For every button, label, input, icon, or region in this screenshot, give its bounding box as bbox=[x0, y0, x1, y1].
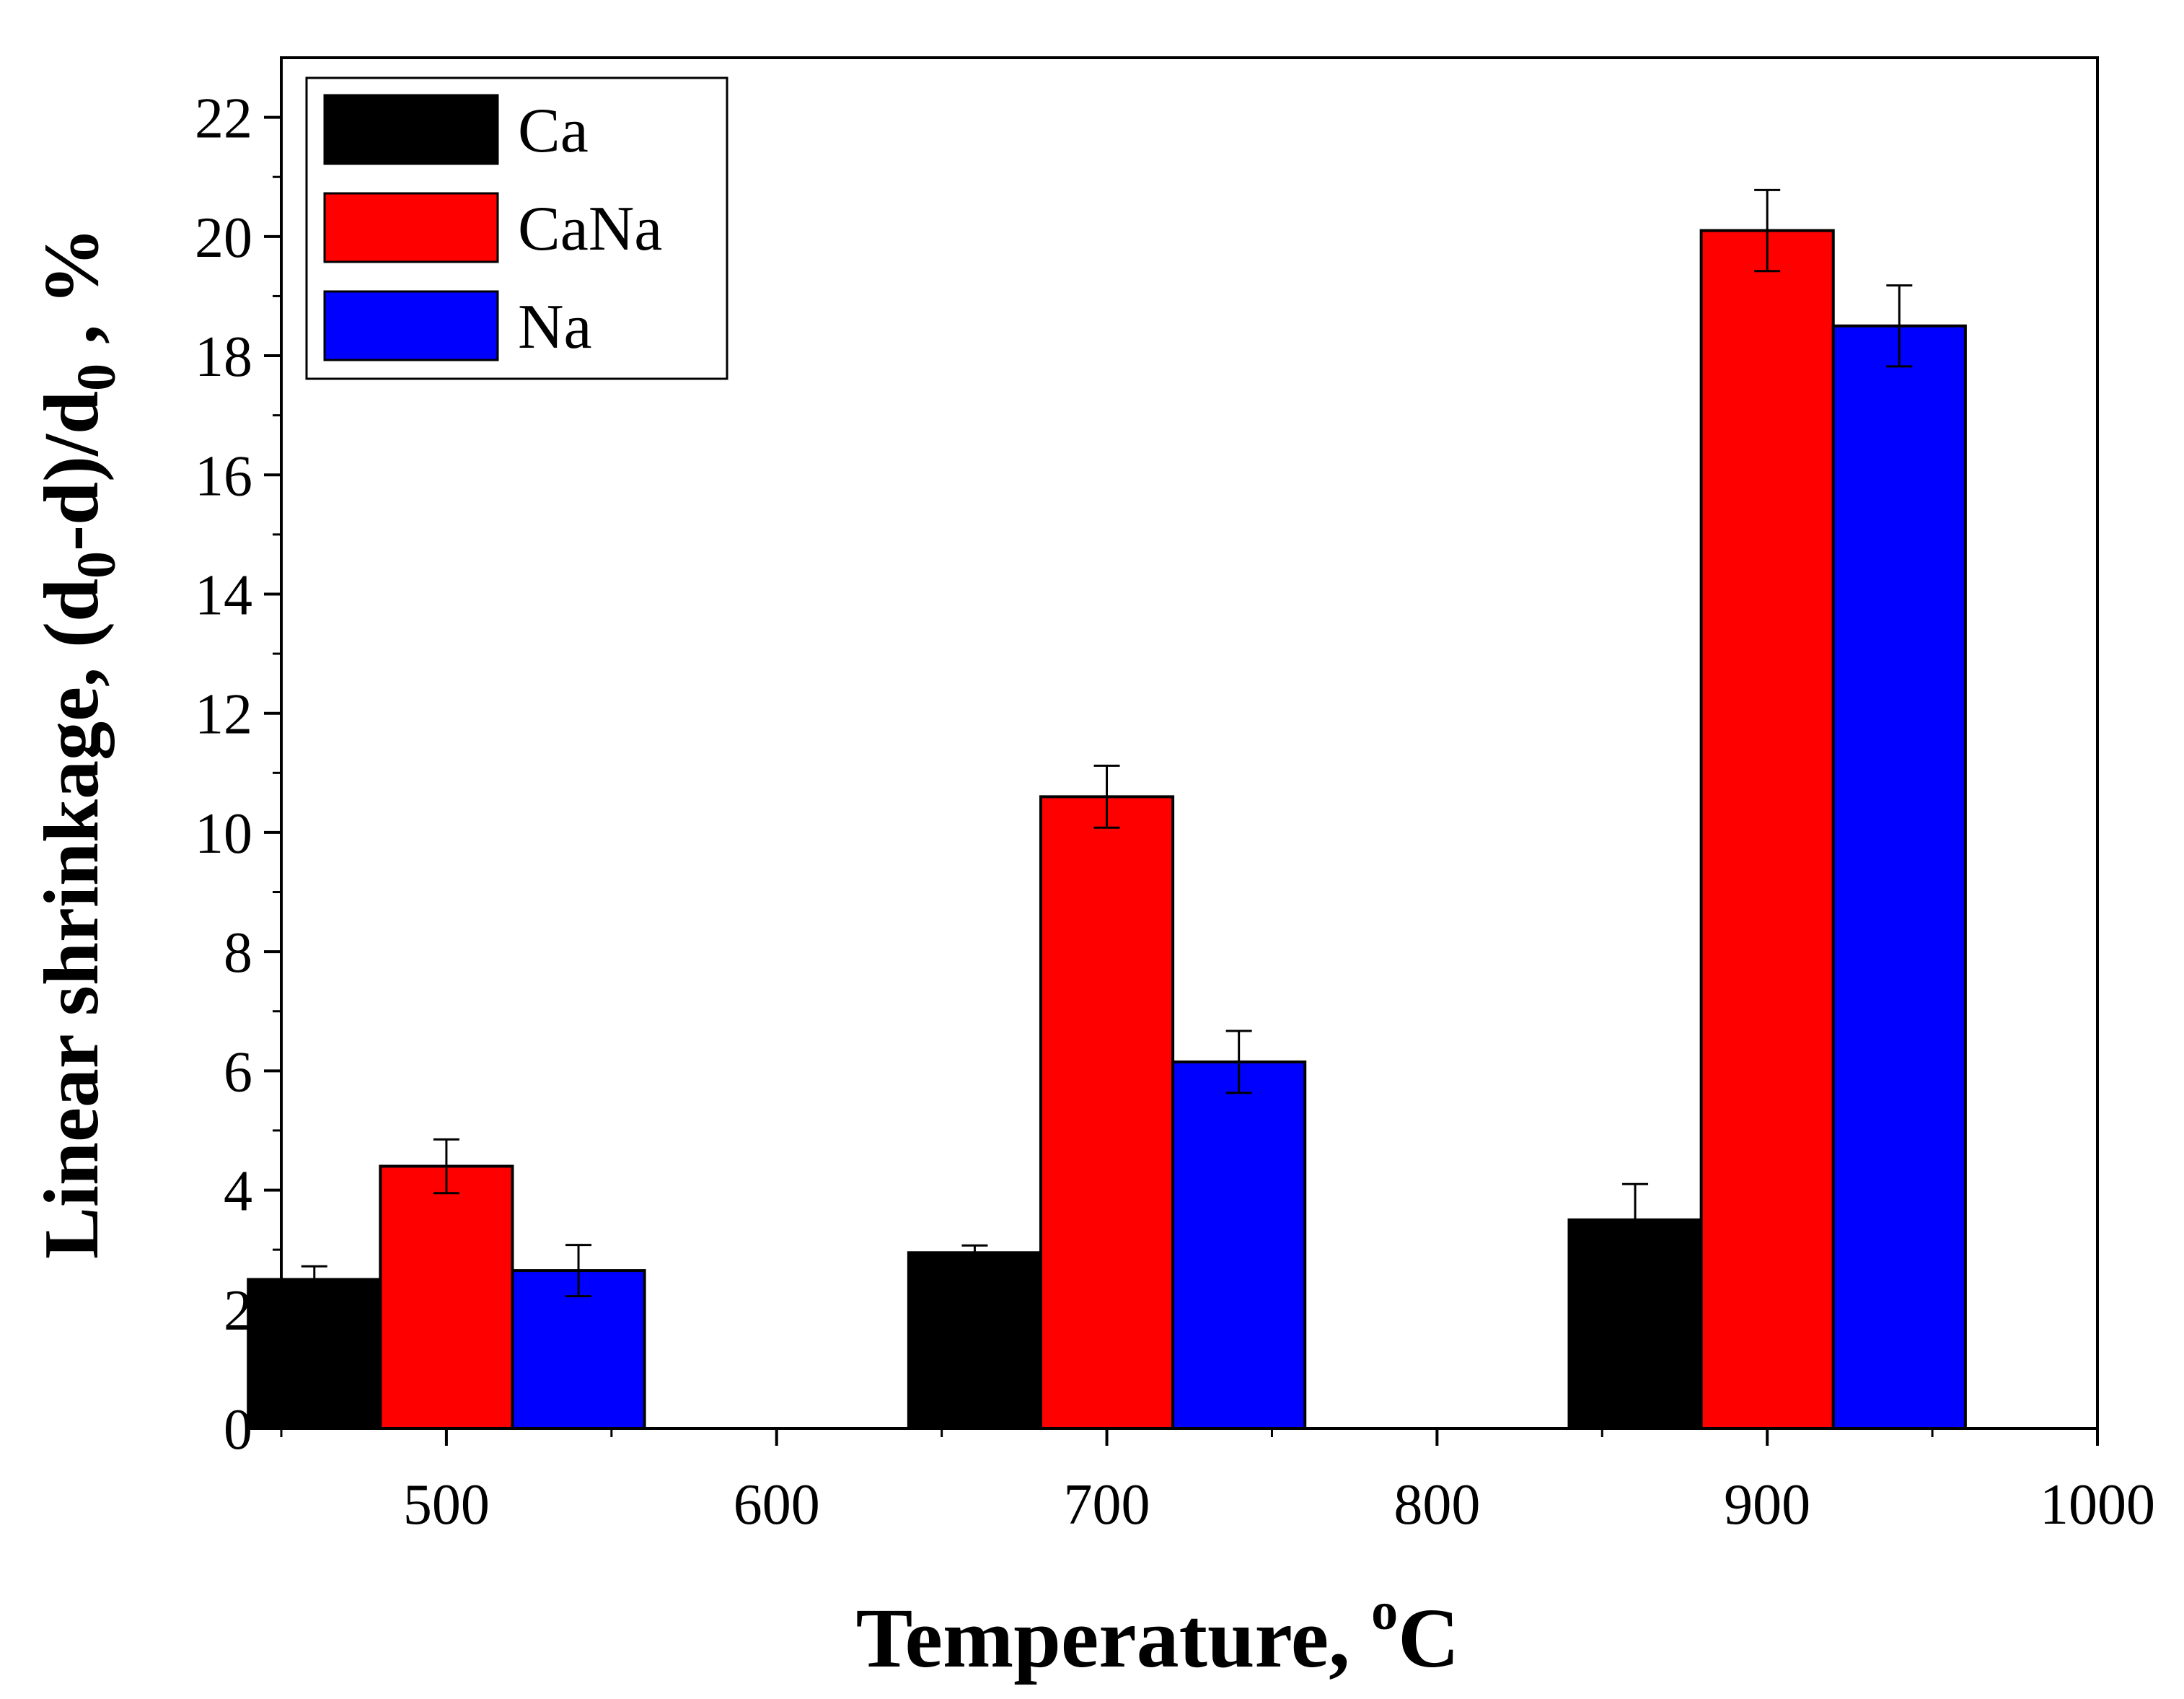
x-axis-title-degree: o bbox=[1371, 1582, 1398, 1641]
error-bar-cana-700 bbox=[1093, 764, 1120, 829]
bar-na-900 bbox=[1831, 324, 1967, 1430]
legend-swatch-na bbox=[323, 290, 499, 361]
y-axis-title-mid: -d)/d bbox=[29, 391, 115, 551]
y-axis-title-sub2: 0 bbox=[66, 364, 127, 391]
legend: Ca CaNa Na bbox=[305, 76, 728, 380]
x-axis-title: Temperature, oC bbox=[856, 1582, 1460, 1685]
bars-layer bbox=[247, 229, 1967, 1431]
x-tick-label-500: 500 bbox=[403, 1473, 490, 1537]
y-tick-label-18: 18 bbox=[195, 325, 252, 389]
error-bar-na-500 bbox=[565, 1244, 592, 1298]
error-bar-ca-700 bbox=[961, 1244, 988, 1261]
x-tick-label-700: 700 bbox=[1064, 1473, 1150, 1537]
ticks-layer: 0 2 4 6 8 10 12 14 16 18 20 22 500 600 700 800 900 1000 bbox=[195, 87, 2155, 1537]
error-bars-layer bbox=[301, 188, 1913, 1298]
x-tick-label-900: 900 bbox=[1724, 1473, 1810, 1537]
y-tick-label-14: 14 bbox=[195, 563, 252, 627]
y-tick-label-22: 22 bbox=[195, 87, 252, 151]
y-tick-label-8: 8 bbox=[224, 921, 252, 985]
legend-label-na: Na bbox=[518, 292, 592, 362]
y-axis-title-suffix: , % bbox=[29, 227, 115, 364]
legend-label-ca: Ca bbox=[518, 96, 589, 166]
y-tick-label-2: 2 bbox=[224, 1279, 252, 1343]
y-tick-label-20: 20 bbox=[195, 206, 252, 270]
x-tick-label-600: 600 bbox=[734, 1473, 820, 1537]
x-axis-title-text: Temperature, bbox=[856, 1591, 1371, 1685]
x-tick-label-1000: 1000 bbox=[2040, 1473, 2155, 1537]
bar-cana-500 bbox=[379, 1164, 514, 1430]
error-bar-cana-900 bbox=[1754, 188, 1781, 273]
bar-cana-700 bbox=[1039, 795, 1175, 1430]
legend-swatch-ca bbox=[323, 94, 499, 165]
error-bar-cana-500 bbox=[433, 1138, 459, 1195]
plot-frame bbox=[280, 56, 2099, 1430]
y-tick-label-4: 4 bbox=[224, 1160, 252, 1224]
y-tick-label-6: 6 bbox=[224, 1040, 252, 1104]
x-axis-title-unit: C bbox=[1398, 1591, 1459, 1685]
legend-swatch-cana bbox=[323, 192, 499, 263]
y-axis-title: Linear shrinkage, (d0-d)/d0 , % bbox=[29, 227, 127, 1259]
y-axis-title-prefix: Linear shrinkage, (d bbox=[29, 579, 115, 1259]
y-tick-label-16: 16 bbox=[195, 444, 252, 508]
y-tick-label-10: 10 bbox=[195, 802, 252, 866]
x-tick-label-800: 800 bbox=[1393, 1473, 1480, 1537]
legend-label-cana: CaNa bbox=[518, 194, 662, 264]
bar-ca-500 bbox=[247, 1278, 382, 1431]
y-tick-label-12: 12 bbox=[195, 683, 252, 747]
error-bar-ca-500 bbox=[301, 1265, 327, 1294]
bar-cana-900 bbox=[1699, 229, 1835, 1431]
bar-na-700 bbox=[1171, 1060, 1307, 1431]
bar-ca-700 bbox=[907, 1251, 1042, 1430]
error-bar-ca-900 bbox=[1622, 1182, 1649, 1257]
y-tick-label-0: 0 bbox=[224, 1398, 252, 1462]
y-axis-title-sub1: 0 bbox=[66, 551, 127, 579]
error-bar-na-900 bbox=[1886, 284, 1913, 368]
error-bar-na-700 bbox=[1225, 1030, 1252, 1094]
